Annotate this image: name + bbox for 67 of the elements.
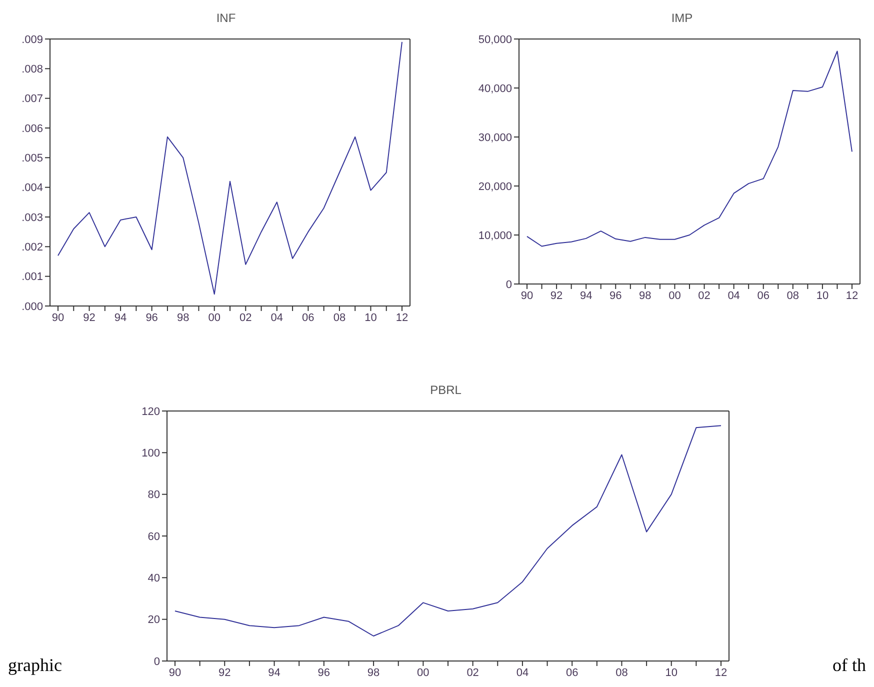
x-tick-label: 04 [270,312,284,324]
y-tick-label: .000 [22,300,43,313]
y-tick-label: 10,000 [478,230,512,242]
x-tick-label: 04 [516,666,529,679]
x-tick-label: 00 [208,312,220,324]
chart-title: IMP [670,10,694,27]
x-tick-label: 00 [668,290,681,302]
y-tick-label: .003 [22,212,43,224]
y-tick-label: .001 [22,271,43,284]
x-tick-label: 06 [302,312,314,324]
y-tick-label: 40 [148,572,160,585]
y-tick-label: 80 [148,489,160,502]
line-series [58,41,402,295]
x-tick-label: 98 [367,666,380,679]
x-tick-label: 12 [396,312,408,324]
x-tick-label: 10 [665,666,678,679]
text: graphic [8,655,62,676]
text: of th [832,655,866,676]
x-tick-label: 90 [52,312,64,324]
y-tick-label: 100 [142,448,160,460]
chart-title: INF [215,10,237,27]
x-tick-label: 96 [610,290,622,302]
x-tick-label: 00 [417,666,430,679]
x-tick-label: 96 [146,312,158,324]
line-series [174,425,722,636]
x-tick-label: 98 [176,312,190,324]
x-tick-label: 12 [714,666,728,679]
x-tick-label: 90 [520,290,534,302]
y-tick-label: 50,000 [478,34,512,46]
x-tick-label: 94 [114,312,127,324]
x-tick-label: 02 [466,666,479,679]
x-tick-label: 08 [786,290,800,302]
x-tick-label: 08 [616,666,628,679]
y-tick-label: .004 [22,182,43,194]
y-tick-label: .002 [22,242,43,254]
y-tick-label: .008 [22,64,43,76]
x-tick-label: 96 [318,666,330,679]
y-tick-label: 120 [142,406,160,418]
y-tick-label: 0 [154,656,160,668]
x-tick-label: 94 [268,666,280,679]
x-tick-label: 08 [333,312,346,324]
x-tick-label: 10 [364,312,377,324]
x-tick-label: 90 [168,666,182,679]
y-tick-label: .009 [22,34,43,46]
x-tick-label: 94 [580,290,592,302]
y-tick-label: .006 [22,122,43,135]
x-tick-label: 12 [846,290,858,302]
x-tick-label: 02 [698,290,710,302]
y-tick-label: 20 [148,614,160,626]
y-tick-label: 0 [506,278,512,291]
y-tick-label: .007 [22,93,43,106]
x-tick-label: 02 [240,312,252,324]
x-tick-label: 06 [757,290,770,302]
x-tick-label: 10 [816,290,829,302]
x-tick-label: 92 [550,290,563,302]
x-tick-label: 06 [566,666,578,679]
y-tick-label: .005 [22,152,43,165]
x-tick-label: 98 [639,290,652,302]
line-series [526,50,852,247]
y-tick-label: 60 [148,530,160,543]
y-tick-label: 20,000 [478,180,512,193]
y-tick-label: 30,000 [478,132,512,144]
y-tick-label: 40,000 [478,82,512,95]
x-tick-label: 92 [218,666,231,679]
x-tick-label: 92 [83,312,96,324]
x-tick-label: 04 [728,290,740,302]
chart-title: PBRL [429,382,462,399]
